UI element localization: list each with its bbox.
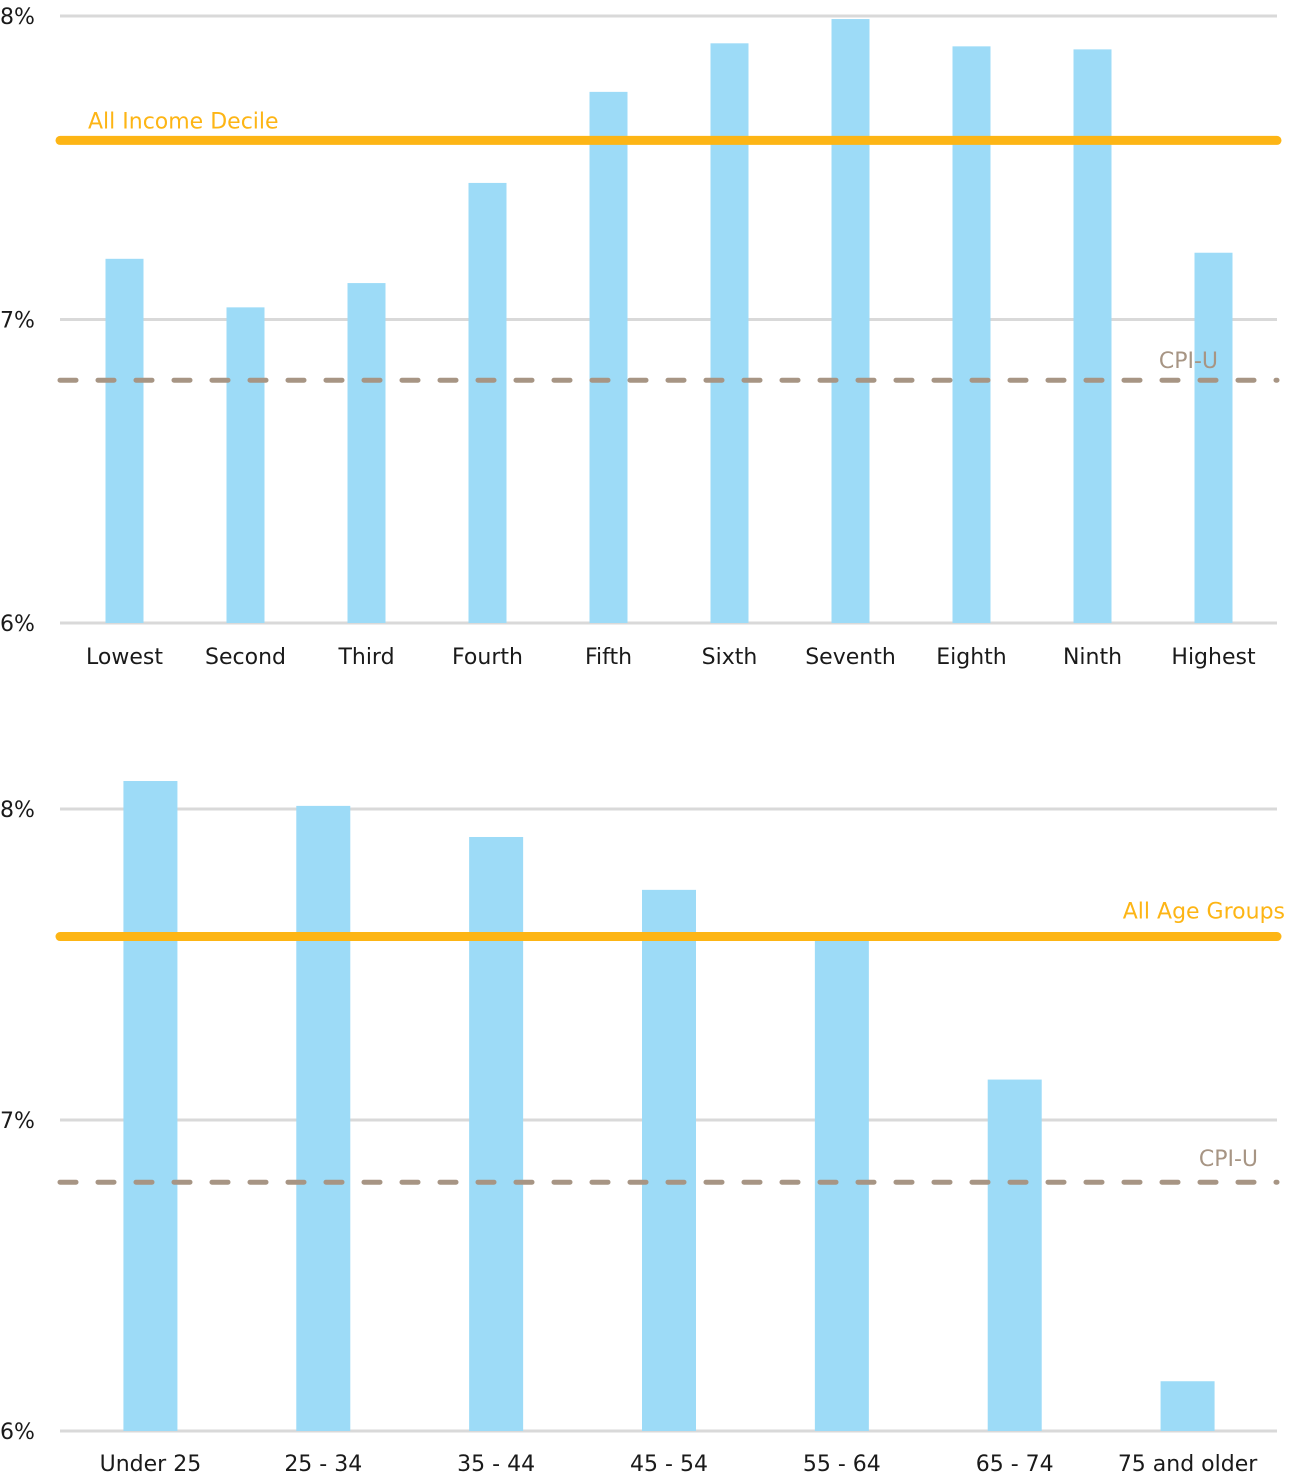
cpi-u-label: CPI-U — [1159, 349, 1218, 374]
x-category-label: Third — [337, 645, 394, 670]
y-tick-label: 7% — [0, 1109, 35, 1134]
x-category-label: Fourth — [452, 645, 523, 670]
bar — [469, 836, 524, 1431]
bar — [1073, 49, 1112, 623]
y-tick-label: 6% — [0, 612, 35, 637]
x-category-label: Ninth — [1063, 645, 1122, 670]
bar — [831, 19, 870, 624]
x-category-label: 35 - 44 — [457, 1452, 535, 1477]
bar — [105, 258, 144, 623]
x-category-label: 65 - 74 — [976, 1452, 1054, 1477]
bar — [1194, 252, 1233, 624]
bar — [1160, 1381, 1215, 1431]
average-label: All Age Groups — [1123, 900, 1285, 925]
y-tick-label: 6% — [0, 1420, 35, 1445]
x-category-label: Fifth — [585, 645, 632, 670]
x-category-label: Seventh — [805, 645, 896, 670]
x-category-label: 45 - 54 — [630, 1452, 708, 1477]
x-category-label: Eighth — [936, 645, 1007, 670]
x-category-label: 25 - 34 — [284, 1452, 362, 1477]
x-category-label: Sixth — [702, 645, 758, 670]
y-tick-label: 8% — [0, 5, 35, 30]
income-decile-chart: 6% 7% 8% Lowest Second Third Fourth Fifth Sixth S… — [0, 5, 1282, 670]
bar — [987, 1079, 1042, 1431]
x-category-label: 55 - 64 — [803, 1452, 881, 1477]
bar — [296, 805, 351, 1431]
y-tick-label: 8% — [0, 798, 35, 823]
x-category-label: Second — [205, 645, 286, 670]
bar — [710, 43, 749, 623]
x-category-label: Lowest — [86, 645, 163, 670]
x-category-label: Under 25 — [100, 1452, 202, 1477]
age-group-chart: 6% 7% 8% Under 25 25 - 34 35 - 44 45 - 54 55 - … — [0, 781, 1285, 1477]
x-category-label: Highest — [1171, 645, 1256, 670]
bar — [468, 182, 507, 624]
bar — [952, 46, 991, 624]
bar — [226, 307, 265, 623]
bar — [347, 283, 386, 623]
bar — [589, 91, 628, 623]
bar — [123, 781, 178, 1431]
bar — [642, 889, 696, 1431]
cpi-u-label: CPI-U — [1199, 1147, 1258, 1172]
average-label: All Income Decile — [88, 109, 279, 134]
y-tick-label: 7% — [0, 309, 35, 334]
x-category-label: 75 and older — [1118, 1452, 1258, 1477]
